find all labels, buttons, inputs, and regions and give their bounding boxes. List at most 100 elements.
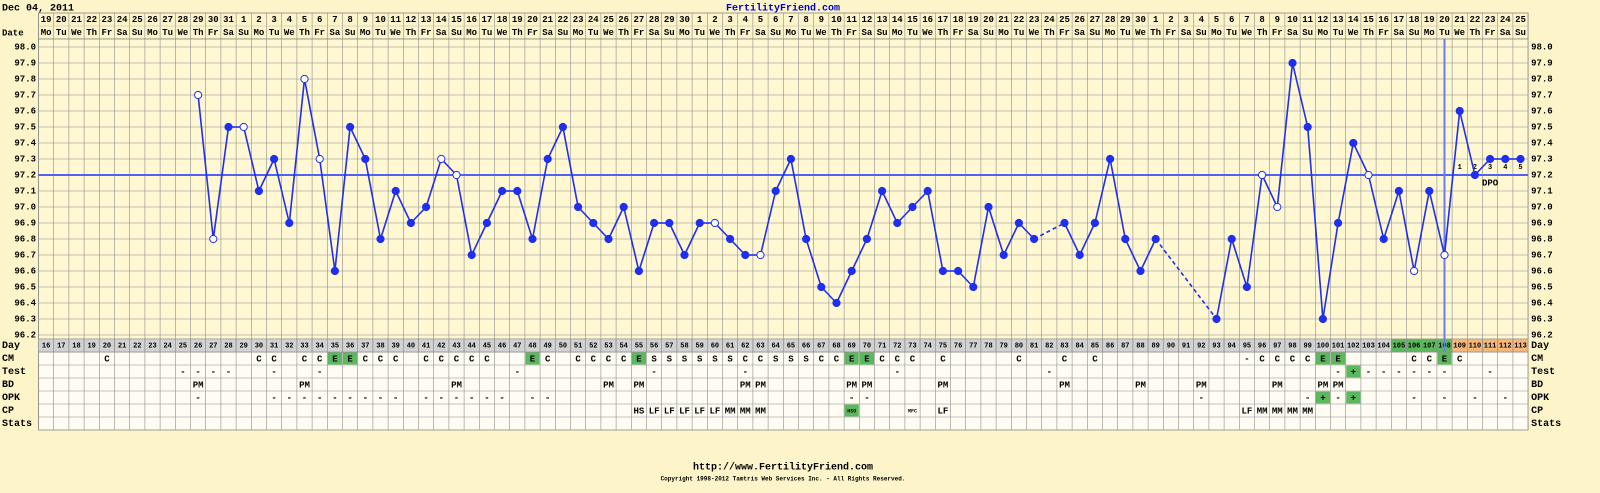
cycle-day-label: 80 [1015,342,1023,350]
weekday-label: We [497,28,508,38]
cycle-day-label: 28 [224,342,232,350]
y-tick-label: 97.4 [14,138,36,148]
temp-point [1288,58,1297,68]
temp-line [1002,222,1020,256]
row-cell: C [879,354,885,364]
footer-url[interactable]: http://www.FertilityFriend.com [693,462,873,474]
row-cell: PM [1317,380,1328,390]
dpo-number: 3 [1488,164,1492,172]
site-title[interactable]: FertilityFriend.com [726,3,840,15]
weekday-label: Su [1409,28,1420,38]
row-cell: C [454,354,460,364]
row-cell: - [393,393,398,403]
weekday-label: Th [725,28,736,38]
weekday-label: Mo [1424,28,1435,38]
row-cell: LF [709,406,720,416]
row-cell: + [1351,367,1356,377]
row-cell: MM [725,406,736,416]
cell-highlight [327,352,342,365]
y-tick-label: 97.7 [14,90,36,100]
date-label: 9 [1275,15,1280,25]
cycle-day-label: 67 [817,342,825,350]
weekday-label: Su [1302,28,1313,38]
date-label: 30 [208,15,219,25]
day-row-label-right: Day [1531,341,1549,352]
weekday-label: Th [1257,28,1268,38]
weekday-label: Fr [421,28,432,38]
date-label: 6 [317,15,322,25]
cell-highlight [343,352,358,365]
weekday-label: Fr [101,28,112,38]
row-cell: C [940,354,946,364]
cycle-day-label: 85 [1091,342,1099,350]
row-label-right: CP [1531,406,1543,417]
weekday-label: Sa [1287,28,1298,38]
weekday-label: Th [405,28,416,38]
dpo-label: DPO [1482,178,1499,188]
date-label: 17 [481,15,492,25]
row-cell: MM [1302,406,1313,416]
row-cell: - [302,393,307,403]
temp-point-hollow [1273,202,1282,212]
row-cell: - [651,367,656,377]
weekday-label: Th [299,28,310,38]
row-cell: - [1047,367,1052,377]
date-label: 26 [147,15,158,25]
dpo-number: 1 [1458,164,1462,172]
date-label: 21 [1454,15,1465,25]
temp-point [634,266,644,276]
row-cell: C [910,354,916,364]
cycle-day-label: 49 [543,342,551,350]
y-tick-label-right: 96.3 [1531,314,1553,324]
y-tick-label: 97.0 [14,202,36,212]
cell-highlight [1315,352,1330,365]
row-cell: - [1442,393,1447,403]
row-cell: PM [740,380,751,390]
date-label: 15 [907,15,918,25]
row-cell: - [530,393,535,403]
y-tick-label: 96.7 [14,250,36,260]
cycle-day-label: 30 [255,342,263,350]
weekday-label: Fr [740,28,751,38]
row-cell: MM [755,406,766,416]
row-cell: C [378,354,384,364]
temp-line [1246,174,1263,288]
cycle-day-label: 107 [1423,342,1436,350]
row-cell: - [1381,367,1386,377]
weekday-label: Mo [892,28,903,38]
row-cell: - [1411,393,1416,403]
temp-point [619,202,628,212]
row-cell: - [317,367,322,377]
date-label: 11 [846,15,857,25]
date-label: 14 [892,15,903,25]
cycle-day-label: 16 [42,342,50,350]
date-label: 11 [390,15,401,25]
weekday-label: Su [1515,28,1526,38]
row-cell: C [363,354,369,364]
weekday-label: We [390,28,401,38]
temp-point [954,266,963,276]
y-tick-label: 97.9 [14,58,36,68]
cycle-day-label: 36 [346,342,354,350]
row-cell: - [226,367,231,377]
cycle-day-label: 112 [1499,342,1512,350]
row-cell: - [1244,354,1249,364]
cycle-day-label: 61 [726,342,734,350]
row-cell: - [1472,393,1477,403]
cycle-day-label: 53 [604,342,612,350]
date-label: 18 [953,15,964,25]
cycle-day-label: 74 [923,342,931,350]
cycle-day-label: 93 [1212,342,1220,350]
row-cell: - [1366,367,1371,377]
date-label: 23 [101,15,112,25]
row-cell: PM [861,380,872,390]
temp-point [1136,266,1145,276]
weekday-label: Mo [41,28,52,38]
temp-point [1090,218,1100,228]
date-label: 1 [1153,15,1159,25]
dpo-number: 2 [1473,164,1477,172]
weekday-label: Fr [1165,28,1176,38]
temp-line [303,78,321,160]
weekday-label: Sa [755,28,766,38]
